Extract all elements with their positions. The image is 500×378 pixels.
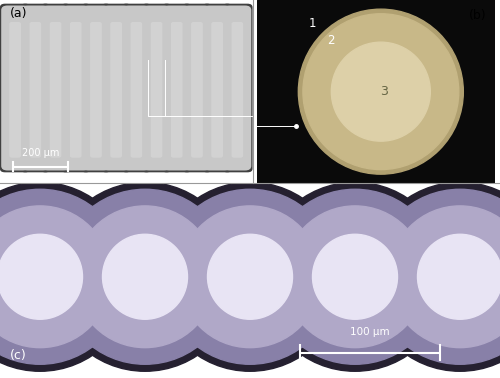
Ellipse shape	[260, 182, 450, 371]
FancyBboxPatch shape	[40, 4, 71, 172]
Text: (b): (b)	[468, 9, 486, 22]
FancyBboxPatch shape	[0, 4, 30, 172]
Text: (c): (c)	[10, 349, 27, 363]
FancyBboxPatch shape	[232, 22, 243, 158]
FancyBboxPatch shape	[142, 4, 172, 172]
Ellipse shape	[50, 182, 240, 371]
Text: 100 μm: 100 μm	[350, 327, 390, 337]
FancyBboxPatch shape	[42, 6, 70, 170]
Circle shape	[298, 9, 464, 174]
Ellipse shape	[0, 182, 134, 371]
Ellipse shape	[0, 189, 128, 364]
FancyBboxPatch shape	[90, 22, 102, 158]
Ellipse shape	[0, 206, 111, 348]
Ellipse shape	[208, 234, 292, 319]
Text: 1: 1	[308, 17, 316, 30]
FancyBboxPatch shape	[212, 22, 223, 158]
Circle shape	[303, 14, 458, 170]
Ellipse shape	[179, 206, 321, 348]
Ellipse shape	[162, 189, 338, 364]
FancyBboxPatch shape	[183, 6, 211, 170]
FancyBboxPatch shape	[151, 22, 162, 158]
FancyBboxPatch shape	[224, 6, 252, 170]
FancyBboxPatch shape	[80, 4, 111, 172]
FancyBboxPatch shape	[10, 22, 21, 158]
Ellipse shape	[389, 206, 500, 348]
FancyBboxPatch shape	[182, 4, 212, 172]
Ellipse shape	[366, 182, 500, 371]
FancyBboxPatch shape	[1, 6, 29, 170]
FancyBboxPatch shape	[102, 6, 130, 170]
FancyBboxPatch shape	[122, 6, 150, 170]
FancyBboxPatch shape	[162, 4, 192, 172]
FancyBboxPatch shape	[203, 6, 231, 170]
FancyBboxPatch shape	[22, 6, 50, 170]
FancyBboxPatch shape	[30, 22, 41, 158]
FancyBboxPatch shape	[191, 22, 202, 158]
Ellipse shape	[418, 234, 500, 319]
Ellipse shape	[58, 189, 233, 364]
FancyBboxPatch shape	[130, 22, 142, 158]
Ellipse shape	[312, 234, 398, 319]
Ellipse shape	[372, 189, 500, 364]
Ellipse shape	[156, 182, 344, 371]
FancyBboxPatch shape	[62, 6, 90, 170]
FancyBboxPatch shape	[142, 6, 171, 170]
Text: 2: 2	[326, 34, 334, 47]
FancyBboxPatch shape	[121, 4, 152, 172]
Ellipse shape	[74, 206, 216, 348]
Text: 3: 3	[380, 85, 388, 98]
FancyBboxPatch shape	[60, 4, 91, 172]
Ellipse shape	[284, 206, 426, 348]
Text: 200 μm: 200 μm	[22, 148, 59, 158]
Ellipse shape	[268, 189, 442, 364]
Text: (a): (a)	[10, 7, 28, 20]
Ellipse shape	[0, 234, 82, 319]
FancyBboxPatch shape	[70, 22, 82, 158]
FancyBboxPatch shape	[101, 4, 132, 172]
FancyBboxPatch shape	[163, 6, 190, 170]
Ellipse shape	[102, 234, 188, 319]
FancyBboxPatch shape	[202, 4, 232, 172]
FancyBboxPatch shape	[110, 22, 122, 158]
FancyBboxPatch shape	[50, 22, 62, 158]
FancyBboxPatch shape	[171, 22, 182, 158]
FancyBboxPatch shape	[222, 4, 252, 172]
Circle shape	[332, 42, 430, 141]
FancyBboxPatch shape	[82, 6, 110, 170]
FancyBboxPatch shape	[20, 4, 50, 172]
